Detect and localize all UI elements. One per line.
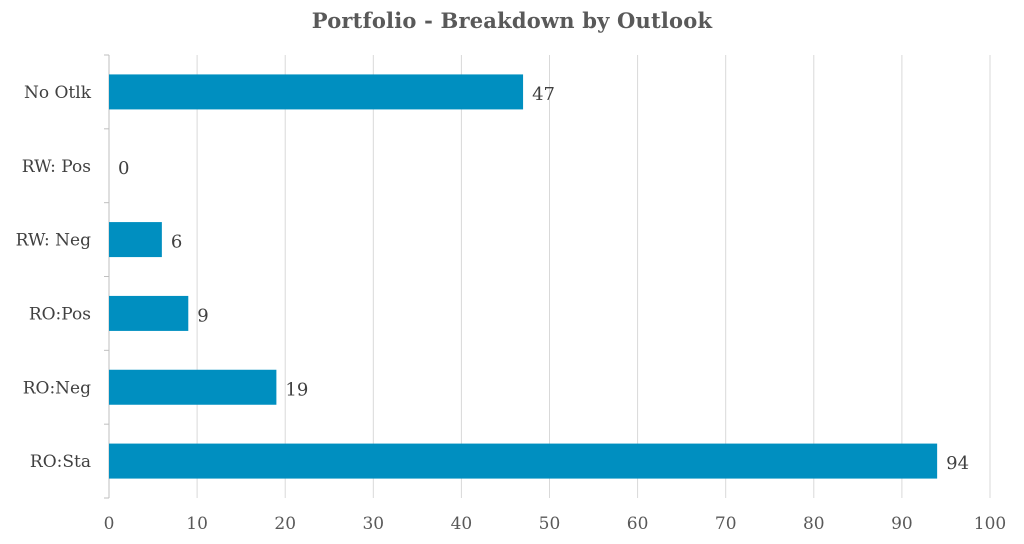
x-tick-label-90: 90 [891,514,913,534]
labels: 0 10 20 30 40 50 60 70 80 90 100 No Otlk 47 RW: Pos 0 R… [16,83,1007,534]
chart-title: Portfolio - Breakdown by Outlook [311,8,713,33]
bars [109,74,938,479]
bar-ro-pos [109,295,189,331]
x-tick-label-60: 60 [627,514,649,534]
category-label-ro-neg: RO:Neg [23,378,91,398]
x-tick-label-10: 10 [186,514,208,534]
data-label-ro-pos: 9 [197,305,208,326]
x-tick-label-50: 50 [539,514,561,534]
data-label-ro-sta: 94 [946,453,969,474]
category-label-rw-pos: RW: Pos [22,157,91,177]
gridlines [196,55,991,498]
data-label-rw-neg: 6 [171,232,182,253]
data-label-rw-pos: 0 [118,158,129,179]
data-label-ro-neg: 19 [285,379,308,400]
category-label-rw-neg: RW: Neg [16,231,91,251]
bar-no-otlk [109,74,524,110]
category-label-ro-sta: RO:Sta [30,452,91,472]
bar-ro-neg [109,369,277,405]
x-tick-label-20: 20 [274,514,296,534]
x-tick-label-70: 70 [715,514,737,534]
axes [104,54,110,499]
x-tick-label-100: 100 [974,514,1006,534]
bar-ro-sta [109,443,938,479]
x-tick-label-0: 0 [104,514,115,534]
bar-rw-neg [109,222,162,258]
x-tick-label-30: 30 [362,514,384,534]
category-label-ro-pos: RO:Pos [29,304,91,324]
data-label-no-otlk: 47 [532,84,555,105]
x-tick-label-40: 40 [451,514,473,534]
category-label-no-otlk: No Otlk [24,83,92,103]
x-tick-label-80: 80 [803,514,825,534]
